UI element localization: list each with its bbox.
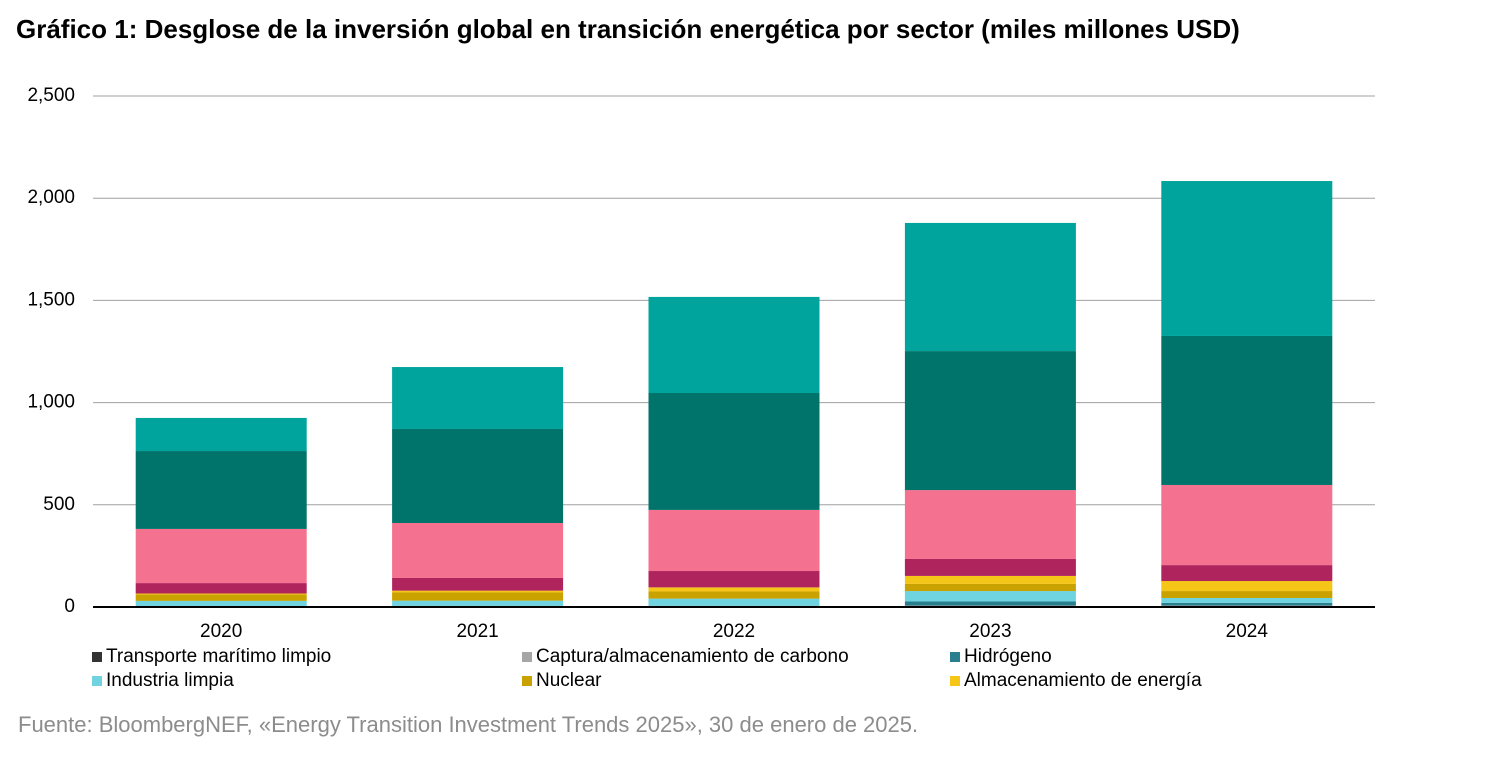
y-tick-label: 1,500 (27, 289, 75, 310)
legend-swatch (92, 652, 102, 662)
bar-segment (135, 528, 307, 584)
bar-segment (392, 600, 564, 606)
bar-segment (648, 509, 820, 572)
legend-label: Hidrógeno (964, 646, 1052, 667)
bar-segment (1161, 605, 1333, 607)
bar-segment (648, 591, 820, 599)
bar-segment (648, 598, 820, 606)
bar-segment (904, 591, 1076, 602)
bar-segment (648, 392, 820, 510)
legend-swatch (92, 676, 102, 686)
legend-label: Almacenamiento de energía (964, 670, 1202, 691)
bar-segment (1161, 602, 1333, 606)
source-note: Fuente: BloombergNEF, «Energy Transition… (18, 712, 918, 737)
bar-segment (135, 417, 307, 452)
legend-swatch (950, 676, 960, 686)
legend-swatch (522, 652, 532, 662)
x-tick-label: 2020 (200, 621, 242, 642)
bar-segment (904, 558, 1076, 576)
bar-segment (135, 600, 307, 606)
bar-segment (392, 590, 564, 593)
legend-label: Industria limpia (106, 670, 234, 691)
bar-segment (648, 587, 820, 592)
bar-segment (392, 592, 564, 601)
bar-segment (904, 583, 1076, 592)
bar-segment (1161, 181, 1333, 336)
bar-segment (1161, 335, 1333, 485)
legend-label: Nuclear (536, 670, 602, 691)
bar-segment (904, 351, 1076, 491)
bar-segment (1161, 565, 1333, 582)
legend-label: Captura/almacenamiento de carbono (536, 646, 849, 667)
x-tick-label: 2021 (456, 621, 498, 642)
y-tick-label: 500 (43, 494, 75, 515)
bar-segment (904, 601, 1076, 606)
bar-segment (648, 296, 820, 393)
bar-segment (1161, 581, 1333, 592)
x-tick-label: 2022 (713, 621, 755, 642)
bar-segment (904, 490, 1076, 559)
bar-segment (392, 367, 564, 429)
y-tick-label: 2,000 (27, 187, 75, 208)
chart-title: Gráfico 1: Desglose de la inversión glob… (16, 14, 1240, 44)
bar-segment (135, 451, 307, 529)
bar-segment (648, 571, 820, 588)
bar-segment (904, 575, 1076, 584)
bar-segment (392, 428, 564, 523)
legend-label: Transporte marítimo limpio (106, 646, 331, 667)
x-tick-label: 2023 (969, 621, 1011, 642)
y-tick-label: 1,000 (27, 392, 75, 413)
legend-swatch (522, 676, 532, 686)
bar-segment (135, 593, 307, 595)
bar-segment (135, 583, 307, 594)
bar-segment (392, 577, 564, 591)
y-tick-label: 0 (64, 596, 75, 617)
bar-segment (1161, 484, 1333, 566)
x-tick-label: 2024 (1226, 621, 1269, 642)
bar-segment (1161, 598, 1333, 603)
y-tick-label: 2,500 (27, 85, 75, 106)
legend-swatch (950, 652, 960, 662)
bar-segment (1161, 591, 1333, 599)
bar-segment (135, 594, 307, 601)
bar-segment (904, 222, 1076, 352)
bar-segment (392, 522, 564, 578)
